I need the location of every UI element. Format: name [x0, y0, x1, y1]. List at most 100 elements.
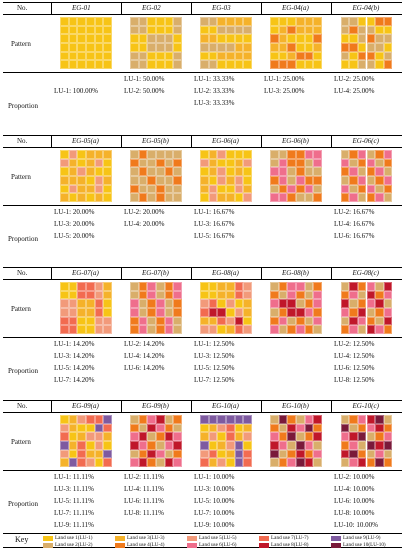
pattern-cell — [103, 184, 112, 194]
pattern-cell — [270, 167, 279, 176]
pattern-cell — [357, 34, 367, 43]
pattern-cell — [349, 176, 358, 185]
pattern-cell — [243, 415, 252, 424]
pattern-cell — [313, 51, 322, 61]
pattern-cell — [340, 415, 350, 424]
pattern-cell — [366, 282, 376, 291]
pattern-cell — [217, 449, 226, 459]
legend-label: Land use 8(LU-8) — [271, 542, 309, 548]
proportion-value: LU-9: 11.11% — [54, 521, 94, 529]
pattern-cell — [217, 193, 226, 202]
pattern-id: EG-10(c) — [352, 402, 379, 410]
pattern-cell — [77, 17, 86, 26]
pattern-cell — [243, 167, 252, 176]
pattern-cell — [375, 290, 384, 300]
pattern-cell — [130, 17, 139, 26]
proportion-value: LU-2: 14.20% — [124, 340, 165, 348]
pattern-cell — [375, 150, 384, 159]
pattern-cell — [130, 441, 139, 450]
pattern-id: EG-03 — [212, 4, 231, 12]
pattern-cell — [86, 308, 95, 317]
pattern-grid — [60, 415, 112, 467]
header-separator — [191, 2, 192, 14]
pattern-cell — [270, 325, 279, 334]
proportion-value: LU-6: 16.67% — [334, 232, 375, 240]
pattern-cell — [366, 193, 376, 202]
pattern-grid — [270, 415, 322, 467]
pattern-cell — [304, 158, 314, 168]
pattern-cell — [278, 308, 288, 317]
pattern-cell — [208, 43, 218, 52]
pattern-cell — [138, 150, 148, 159]
pattern-label: Pattern — [11, 173, 31, 181]
pattern-cell — [164, 193, 174, 202]
pattern-grid — [130, 282, 182, 334]
proportion-value: LU-1: 20.00% — [54, 208, 95, 216]
pattern-cell — [208, 441, 218, 450]
pattern-cell — [226, 308, 235, 317]
pattern-grid — [270, 150, 322, 202]
legend-swatch — [259, 536, 269, 541]
pattern-cell — [234, 60, 244, 69]
pattern-cell — [375, 458, 384, 467]
pattern-cell — [103, 449, 112, 459]
header-separator — [121, 400, 122, 412]
pattern-cell — [375, 158, 384, 168]
pattern-cell — [138, 432, 148, 441]
pattern-cell — [226, 17, 235, 26]
pattern-cell — [296, 34, 305, 43]
pattern-cell — [147, 43, 156, 52]
pattern-cell — [270, 60, 279, 69]
proportion-value: LU-3: 16.67% — [194, 220, 235, 228]
pattern-cell — [86, 25, 95, 35]
pattern-cell — [68, 325, 78, 334]
pattern-cell — [226, 60, 235, 69]
pattern-cell — [278, 184, 288, 194]
pattern-cell — [200, 308, 209, 317]
pattern-cell — [60, 423, 69, 433]
pattern-cell — [296, 51, 305, 61]
pattern-cell — [234, 415, 244, 424]
proportion-value: LU-2: 33.33% — [194, 87, 235, 95]
pattern-cell — [103, 441, 112, 450]
pattern-cell — [243, 441, 252, 450]
pattern-cell — [217, 290, 226, 300]
pattern-cell — [304, 17, 314, 26]
pattern-cell — [375, 176, 384, 185]
pattern-cell — [77, 34, 86, 43]
pattern-cell — [340, 449, 350, 459]
pattern-cell — [234, 158, 244, 168]
pattern-cell — [313, 25, 322, 35]
pattern-cell — [313, 150, 322, 159]
pattern-cell — [304, 458, 314, 467]
pattern-cell — [68, 176, 78, 185]
pattern-cell — [164, 176, 174, 185]
section-top-rule — [3, 400, 402, 401]
pattern-cell — [357, 158, 367, 168]
pattern-cell — [226, 158, 235, 168]
pattern-cell — [147, 325, 156, 334]
pattern-cell — [217, 34, 226, 43]
proportion-value: LU-4: 11.11% — [124, 485, 164, 493]
pattern-cell — [164, 34, 174, 43]
pattern-cell — [77, 25, 86, 35]
pattern-cell — [313, 423, 322, 433]
pattern-cell — [68, 423, 78, 433]
pattern-cell — [147, 25, 156, 35]
legend-swatch — [187, 543, 197, 548]
pattern-cell — [103, 167, 112, 176]
pattern-cell — [60, 25, 69, 35]
pattern-cell — [226, 51, 235, 61]
pattern-cell — [270, 25, 279, 35]
pattern-cell — [103, 176, 112, 185]
pattern-grid — [340, 282, 393, 334]
pattern-cell — [349, 25, 358, 35]
pattern-cell — [94, 415, 104, 424]
pattern-cell — [357, 423, 367, 433]
proportion-value: LU-3: 12.50% — [194, 352, 235, 360]
pattern-cell — [375, 282, 384, 291]
proportion-value: LU-1: 14.20% — [54, 340, 95, 348]
pattern-cell — [340, 60, 350, 69]
pattern-cell — [208, 325, 218, 334]
header-separator — [331, 400, 332, 412]
